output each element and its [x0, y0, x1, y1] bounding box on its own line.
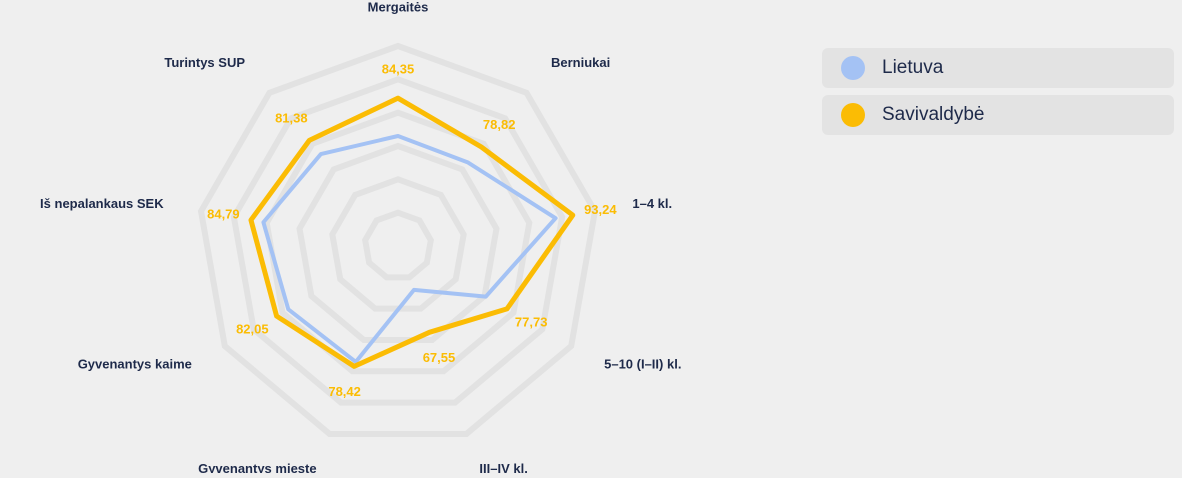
- grid-ring: [197, 42, 599, 437]
- series-line: [248, 95, 576, 369]
- value-label: 78,82: [483, 117, 516, 132]
- category-label: III–IV kl.: [479, 461, 527, 473]
- category-label: Turintys SUP: [164, 55, 245, 70]
- grid-ring: [230, 76, 566, 406]
- legend-item: [822, 95, 1174, 135]
- legend-swatch: [841, 56, 865, 80]
- value-label: 84,35: [382, 62, 415, 77]
- category-label: Gyvenantys mieste: [198, 461, 317, 473]
- category-label: 1–4 kl.: [632, 196, 672, 211]
- grid-ring: [263, 109, 533, 375]
- value-label: 82,05: [236, 322, 269, 337]
- category-label: Berniukai: [551, 55, 610, 70]
- grid-ring: [362, 209, 434, 281]
- value-label: 81,38: [275, 110, 308, 125]
- category-label: Mergaitės: [368, 0, 429, 14]
- legend-swatch: [841, 103, 865, 127]
- category-label: 5–10 (I–II) kl.: [604, 356, 681, 371]
- value-label: 93,24: [584, 202, 617, 217]
- category-label: Iš nepalankaus SEK: [40, 196, 164, 211]
- value-label: 84,79: [207, 207, 240, 222]
- grid-ring: [329, 176, 467, 312]
- series-line: [261, 134, 558, 364]
- value-label: 78,42: [328, 384, 361, 399]
- category-label: Gyvenantys kaime: [78, 356, 192, 371]
- legend-item: [822, 48, 1174, 88]
- value-label: 67,55: [423, 350, 456, 365]
- value-label: 77,73: [515, 314, 548, 329]
- grid-ring: [296, 142, 500, 343]
- legend-label: Lietuva: [882, 57, 944, 78]
- legend-label: Savivaldybė: [882, 104, 984, 125]
